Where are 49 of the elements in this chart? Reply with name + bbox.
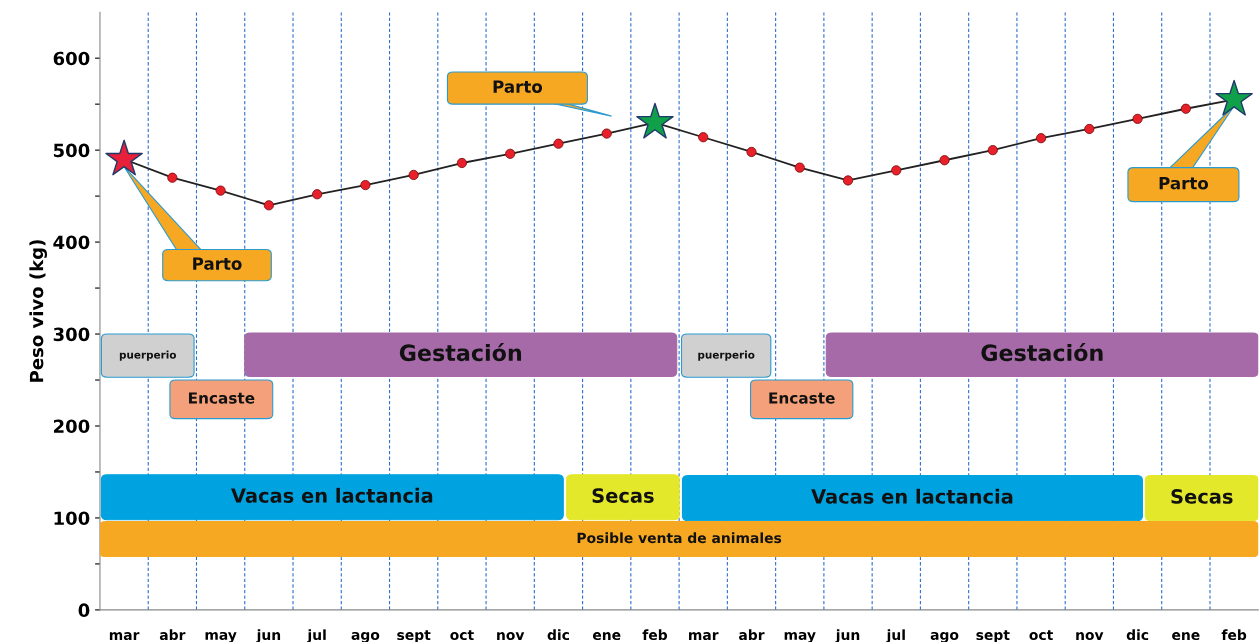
x-tick-label: oct [450, 630, 474, 641]
x-tick-label: nov [1076, 632, 1104, 641]
annotation: Posible venta de animales [577, 532, 782, 544]
annotation: puerperio [119, 350, 177, 361]
x-tick-label: may [784, 632, 816, 642]
x-tick-label: ene [592, 632, 621, 641]
x-tick-label: sept [397, 630, 431, 642]
x-tick-label: oct [1029, 630, 1053, 641]
y-tick-label: 500 [53, 143, 90, 158]
annotation: Encaste [189, 392, 255, 404]
annotation: Parto [1159, 177, 1209, 190]
point [636, 102, 674, 139]
x-tick-label: ago [351, 632, 380, 642]
x-tick-label: mar [109, 632, 140, 641]
x-tick-label: jul [306, 629, 326, 642]
x-tick-label: feb [1221, 629, 1247, 641]
annotation: Encaste [769, 392, 835, 404]
x-tick-label: nov [497, 632, 525, 641]
annotation: Secas [1171, 489, 1233, 504]
point [105, 139, 143, 176]
y-tick-label: 0 [78, 603, 90, 618]
y-axis-title: Peso vivo (kg) [29, 240, 47, 382]
x-tick-label: may [205, 632, 237, 642]
y-tick-label: 300 [53, 327, 90, 342]
x-tick-label: ene [1172, 632, 1200, 641]
point [1215, 79, 1253, 116]
annotation: Gestación [981, 343, 1103, 362]
annotation: Parto [193, 257, 242, 270]
x-tick-label: jul [886, 629, 905, 642]
annotation: puerperio [698, 350, 755, 361]
y-tick-label: 100 [54, 511, 90, 526]
annotation: Parto [493, 80, 543, 93]
x-tick-label: sept [976, 630, 1010, 642]
x-tick-label: abr [739, 629, 765, 641]
annotation: Vacas en lactancia [811, 488, 1013, 504]
x-tick-label: feb [642, 629, 668, 641]
annotation: Secas [592, 488, 654, 503]
x-tick-label: dic [1126, 629, 1149, 641]
x-tick-label: jun [835, 629, 860, 642]
x-tick-label: jun [256, 629, 281, 642]
y-tick-label: 400 [53, 235, 90, 250]
y-tick-label: 200 [53, 419, 90, 434]
x-tick-label: abr [159, 629, 186, 641]
y-tick-label: 600 [53, 51, 90, 66]
x-tick-label: mar [689, 632, 719, 641]
annotation: Vacas en lactancia [231, 487, 433, 503]
x-tick-label: dic [547, 629, 569, 641]
annotation: Gestación [399, 343, 521, 362]
x-tick-label: ago [930, 632, 959, 642]
